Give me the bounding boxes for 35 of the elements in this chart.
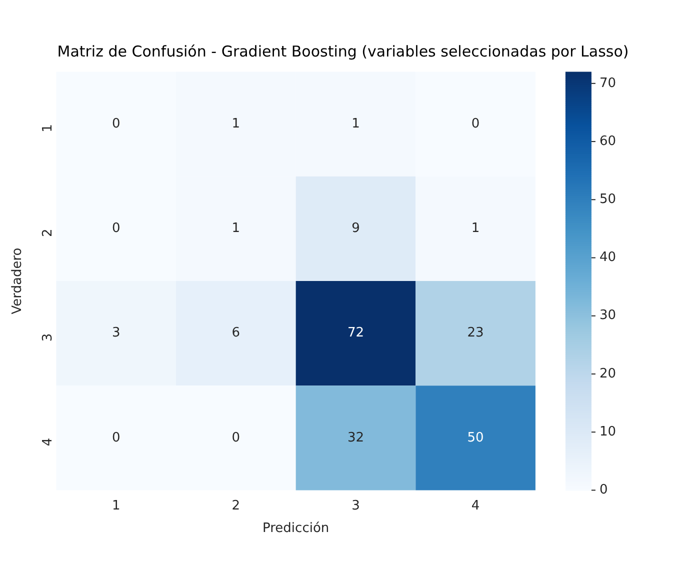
color-bar-label: 60: [599, 134, 616, 149]
data-label: 6: [232, 326, 240, 341]
data-label: 0: [471, 116, 480, 132]
data-label: 0: [112, 430, 120, 446]
y-axis-title: Verdadero: [10, 248, 26, 314]
data-label: 1: [352, 116, 360, 132]
data-label: 3: [112, 326, 120, 341]
data-label: 9: [352, 221, 360, 236]
chart-title: Matriz de Confusión - Gradient Boosting (variables seleccionadas por Lasso): [57, 42, 629, 61]
data-label: 50: [467, 430, 484, 446]
data-label: 32: [347, 430, 364, 446]
color-bar-label: 70: [599, 76, 616, 91]
y-tick-label: 4: [40, 438, 56, 446]
x-tick-label: 1: [112, 498, 120, 514]
x-tick-label: 3: [352, 498, 360, 514]
data-label: 1: [232, 116, 240, 132]
x-axis-title: Predicción: [262, 520, 330, 536]
color-bar-label: 40: [599, 250, 616, 266]
color-bar-label: 30: [599, 308, 616, 324]
data-label: 0: [112, 116, 120, 132]
data-label: 1: [232, 221, 240, 236]
color-bar-label: 20: [599, 366, 616, 382]
color-bar-label: 10: [599, 424, 616, 440]
color-bar-label: 0: [599, 482, 608, 498]
y-tick-label: 3: [40, 333, 56, 342]
color-bar-label: 50: [599, 192, 616, 208]
data-label: 1: [471, 221, 480, 236]
x-tick-label: 2: [232, 498, 240, 514]
data-label: 0: [232, 430, 240, 446]
y-tick-label: 1: [40, 124, 56, 132]
data-label: 23: [467, 326, 484, 341]
data-label: 0: [112, 221, 120, 236]
data-label: 72: [347, 326, 364, 341]
y-tick-label: 2: [40, 228, 56, 237]
x-tick-label: 4: [471, 498, 480, 514]
